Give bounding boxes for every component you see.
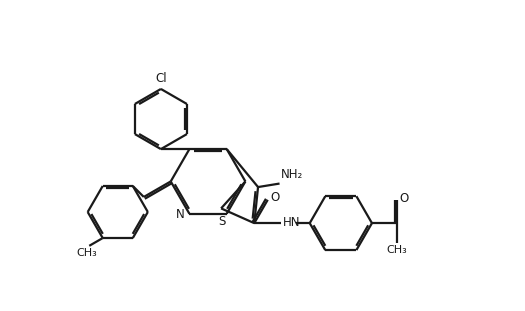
Text: NH₂: NH₂ — [280, 168, 303, 181]
Text: Cl: Cl — [155, 72, 167, 85]
Text: S: S — [218, 215, 226, 228]
Text: O: O — [400, 192, 408, 205]
Text: HN: HN — [283, 216, 300, 229]
Text: N: N — [175, 208, 184, 221]
Text: O: O — [271, 191, 280, 204]
Text: CH₃: CH₃ — [386, 245, 407, 255]
Text: CH₃: CH₃ — [77, 248, 98, 258]
